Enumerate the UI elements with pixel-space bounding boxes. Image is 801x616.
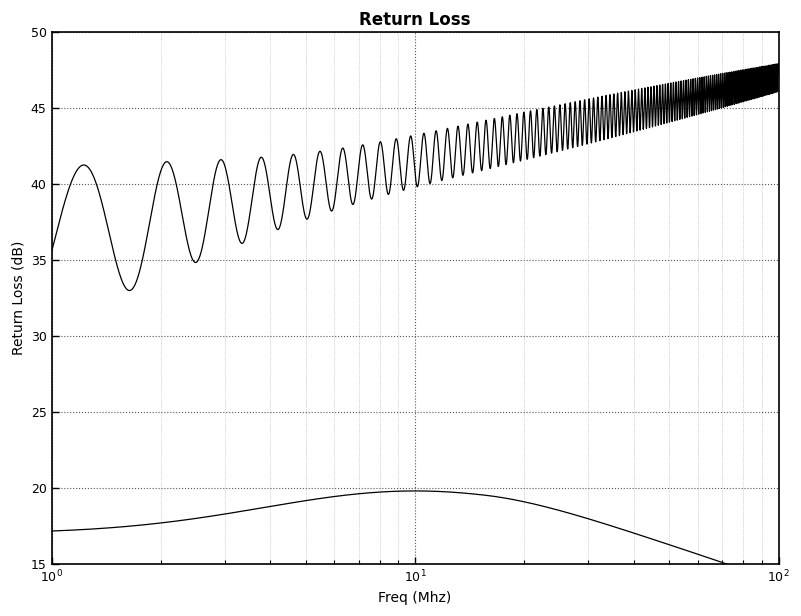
- X-axis label: Freq (Mhz): Freq (Mhz): [378, 591, 452, 605]
- Y-axis label: Return Loss (dB): Return Loss (dB): [11, 241, 25, 355]
- Title: Return Loss: Return Loss: [360, 11, 471, 29]
